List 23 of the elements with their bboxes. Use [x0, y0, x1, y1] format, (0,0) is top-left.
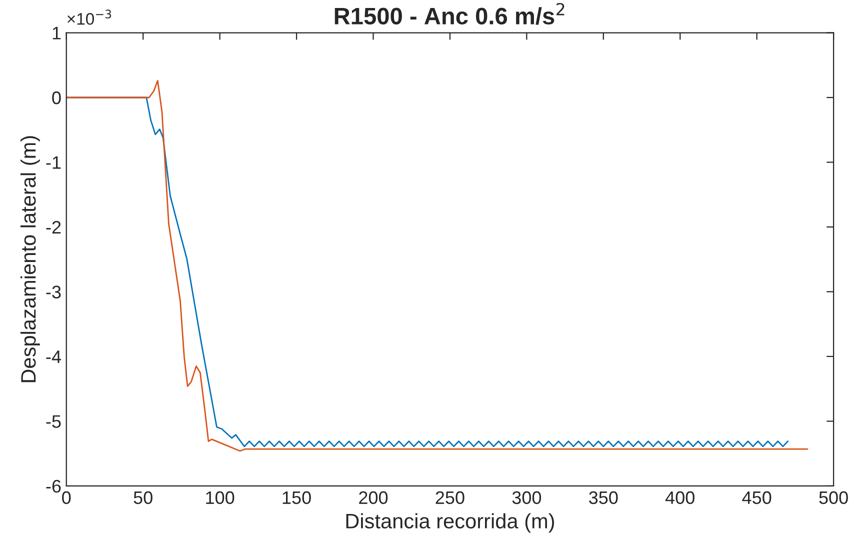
- x-tick-label: 0: [62, 491, 71, 504]
- y-tick-label: -2: [46, 220, 61, 234]
- x-tick-label: 500: [819, 491, 848, 504]
- x-tick-label: 350: [589, 491, 618, 504]
- x-tick-label: 150: [282, 491, 311, 504]
- y-tick-label: -3: [46, 286, 61, 298]
- x-tick-label: 250: [436, 491, 464, 504]
- chart-title: R1500 - Anc 0.6 m/s$^{2}$: [334, 2, 564, 25]
- x-tick-label: 450: [742, 491, 772, 504]
- y-tick-label: 0: [52, 91, 61, 104]
- y-tick-label: -5: [46, 415, 61, 428]
- text: ×10$^{−3}$: [68, 10, 112, 25]
- x-tick-label: 100: [206, 491, 234, 504]
- x-tick-label: 400: [665, 491, 694, 504]
- y-axis-title: Desplazamiento lateral (m): [20, 136, 40, 382]
- y-tick-label: -4: [46, 350, 61, 363]
- x-tick-label: 200: [359, 491, 388, 504]
- x-axis-title: Distancia recorrida (m): [346, 513, 554, 533]
- y-tick-label: 1: [52, 26, 61, 40]
- y-tick-label: -1: [46, 156, 61, 169]
- x-tick-label: 300: [512, 491, 542, 504]
- y-tick-label: -6: [46, 480, 61, 493]
- x-tick-label: 50: [134, 491, 152, 504]
